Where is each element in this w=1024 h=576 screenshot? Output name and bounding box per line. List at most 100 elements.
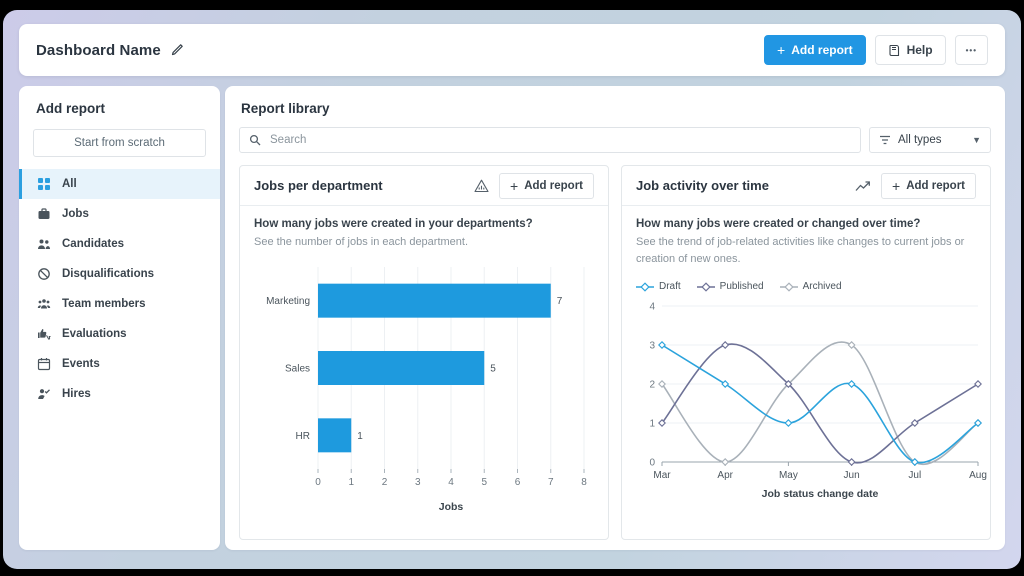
card-description: See the trend of job-related activities … (636, 236, 965, 266)
chart-legend: Draft Published Archived (636, 281, 976, 292)
svg-text:7: 7 (557, 296, 563, 307)
report-card-jobs-per-department: Jobs per department + Add report How man… (239, 165, 609, 540)
report-cards: Jobs per department + Add report How man… (239, 165, 991, 540)
briefcase-icon (36, 207, 51, 222)
svg-text:7: 7 (548, 477, 554, 488)
svg-text:1: 1 (649, 419, 655, 430)
help-button[interactable]: Help (874, 35, 946, 65)
line-chart: 0 1 2 3 4 Mar Apr May Jun Jul Aug Job status change… (636, 298, 986, 505)
svg-text:Marketing: Marketing (266, 296, 310, 307)
legend-label: Draft (659, 281, 681, 293)
sidebar-item-label: Evaluations (62, 328, 127, 340)
card-header: Job activity over time + Add report (622, 166, 990, 206)
card-body: How many jobs were created or changed ov… (622, 206, 990, 505)
svg-text:Sales: Sales (285, 364, 310, 375)
sidebar-item-label: Candidates (62, 238, 124, 250)
svg-text:Job status change date: Job status change date (762, 488, 879, 500)
bar-marketing (318, 283, 551, 318)
search-input[interactable] (268, 133, 851, 147)
svg-text:3: 3 (649, 341, 655, 352)
card-add-report-label: Add report (524, 179, 583, 192)
card-header: Jobs per department + Add report (240, 166, 608, 206)
people-icon (36, 237, 51, 252)
card-title: Job activity over time (636, 178, 769, 193)
legend-marker-icon (696, 281, 715, 292)
card-question: How many jobs were created or changed ov… (636, 218, 921, 230)
svg-text:0: 0 (649, 458, 655, 469)
book-icon (888, 44, 901, 57)
search-row: All types ▼ (239, 127, 991, 153)
bar-chart: 0 1 2 3 4 5 6 7 8 Marketing 7 Sales 5 HR 1 Jobs (254, 257, 594, 520)
thumbs-icon (36, 327, 51, 342)
sidebar: Add report Start from scratch All Jobs C… (19, 86, 220, 550)
legend-item-archived: Archived (779, 281, 842, 292)
svg-text:May: May (779, 470, 798, 481)
line-series-published (661, 343, 979, 464)
report-library-panel: Report library All types ▼ Jobs per de (225, 86, 1005, 550)
svg-text:HR: HR (296, 431, 310, 442)
person-check-icon (36, 387, 51, 402)
search-box (239, 127, 861, 153)
svg-text:Jul: Jul (908, 470, 921, 481)
bar-sales (318, 351, 485, 386)
card-add-report-button[interactable]: + Add report (499, 172, 594, 199)
sidebar-nav: All Jobs Candidates Disqualifications (19, 169, 220, 409)
topbar-actions: + Add report Help ••• (764, 35, 988, 65)
legend-marker-icon (779, 281, 798, 292)
legend-item-published: Published (696, 281, 764, 293)
card-title: Jobs per department (254, 178, 383, 193)
svg-text:0: 0 (315, 477, 321, 488)
sidebar-item-candidates[interactable]: Candidates (19, 229, 220, 259)
help-label: Help (906, 43, 933, 57)
more-options-button[interactable]: ••• (954, 35, 988, 65)
type-filter-dropdown[interactable]: All types ▼ (869, 127, 991, 153)
report-library-heading: Report library (241, 101, 330, 116)
line-series-archived (661, 341, 979, 466)
sidebar-item-jobs[interactable]: Jobs (19, 199, 220, 229)
sidebar-item-all[interactable]: All (19, 169, 220, 199)
grid-icon (36, 177, 51, 192)
app-window: Dashboard Name + Add report Help ••• Add… (3, 10, 1021, 569)
calendar-icon (36, 357, 51, 372)
svg-text:4: 4 (448, 477, 454, 488)
sidebar-item-team-members[interactable]: Team members (19, 289, 220, 319)
line-chart-svg: 0 1 2 3 4 Mar Apr May Jun Jul Aug Job status change… (649, 302, 986, 501)
plus-icon: + (892, 177, 901, 194)
svg-text:4: 4 (649, 302, 655, 313)
legend-item-draft: Draft (636, 281, 681, 292)
plus-icon: + (510, 177, 519, 194)
sidebar-item-evaluations[interactable]: Evaluations (19, 319, 220, 349)
legend-label: Published (719, 281, 764, 293)
top-bar: Dashboard Name + Add report Help ••• (19, 24, 1005, 76)
sidebar-item-disqualifications[interactable]: Disqualifications (19, 259, 220, 289)
card-body: How many jobs were created in your depar… (240, 206, 608, 520)
svg-text:Apr: Apr (717, 470, 733, 481)
ellipsis-icon: ••• (965, 45, 977, 55)
bar-chart-icon (474, 179, 489, 193)
sidebar-item-label: Events (62, 358, 100, 370)
card-add-report-button[interactable]: + Add report (881, 172, 976, 199)
svg-text:2: 2 (382, 477, 388, 488)
search-icon (249, 134, 261, 146)
bar-chart-svg: 0 1 2 3 4 5 6 7 8 Marketing 7 Sales 5 HR 1 Jobs (266, 267, 587, 513)
sidebar-item-label: Jobs (62, 208, 89, 220)
card-question: How many jobs were created in your depar… (254, 218, 533, 230)
report-card-job-activity-over-time: Job activity over time + Add report How … (621, 165, 991, 540)
legend-marker-icon (636, 281, 654, 292)
sidebar-item-events[interactable]: Events (19, 349, 220, 379)
svg-text:2: 2 (649, 380, 655, 391)
ban-icon (36, 267, 51, 282)
add-report-label: Add report (791, 43, 853, 57)
start-from-scratch-button[interactable]: Start from scratch (33, 129, 206, 157)
sidebar-item-label: All (62, 178, 77, 190)
plus-icon: + (777, 42, 786, 58)
edit-pencil-icon[interactable] (170, 43, 184, 57)
add-report-button[interactable]: + Add report (764, 35, 866, 65)
sidebar-item-label: Disqualifications (62, 268, 155, 280)
sidebar-item-hires[interactable]: Hires (19, 379, 220, 409)
svg-text:1: 1 (348, 477, 354, 488)
chevron-down-icon: ▼ (972, 135, 981, 145)
svg-text:6: 6 (515, 477, 521, 488)
sidebar-item-label: Hires (62, 388, 91, 400)
svg-text:Mar: Mar (653, 470, 671, 481)
